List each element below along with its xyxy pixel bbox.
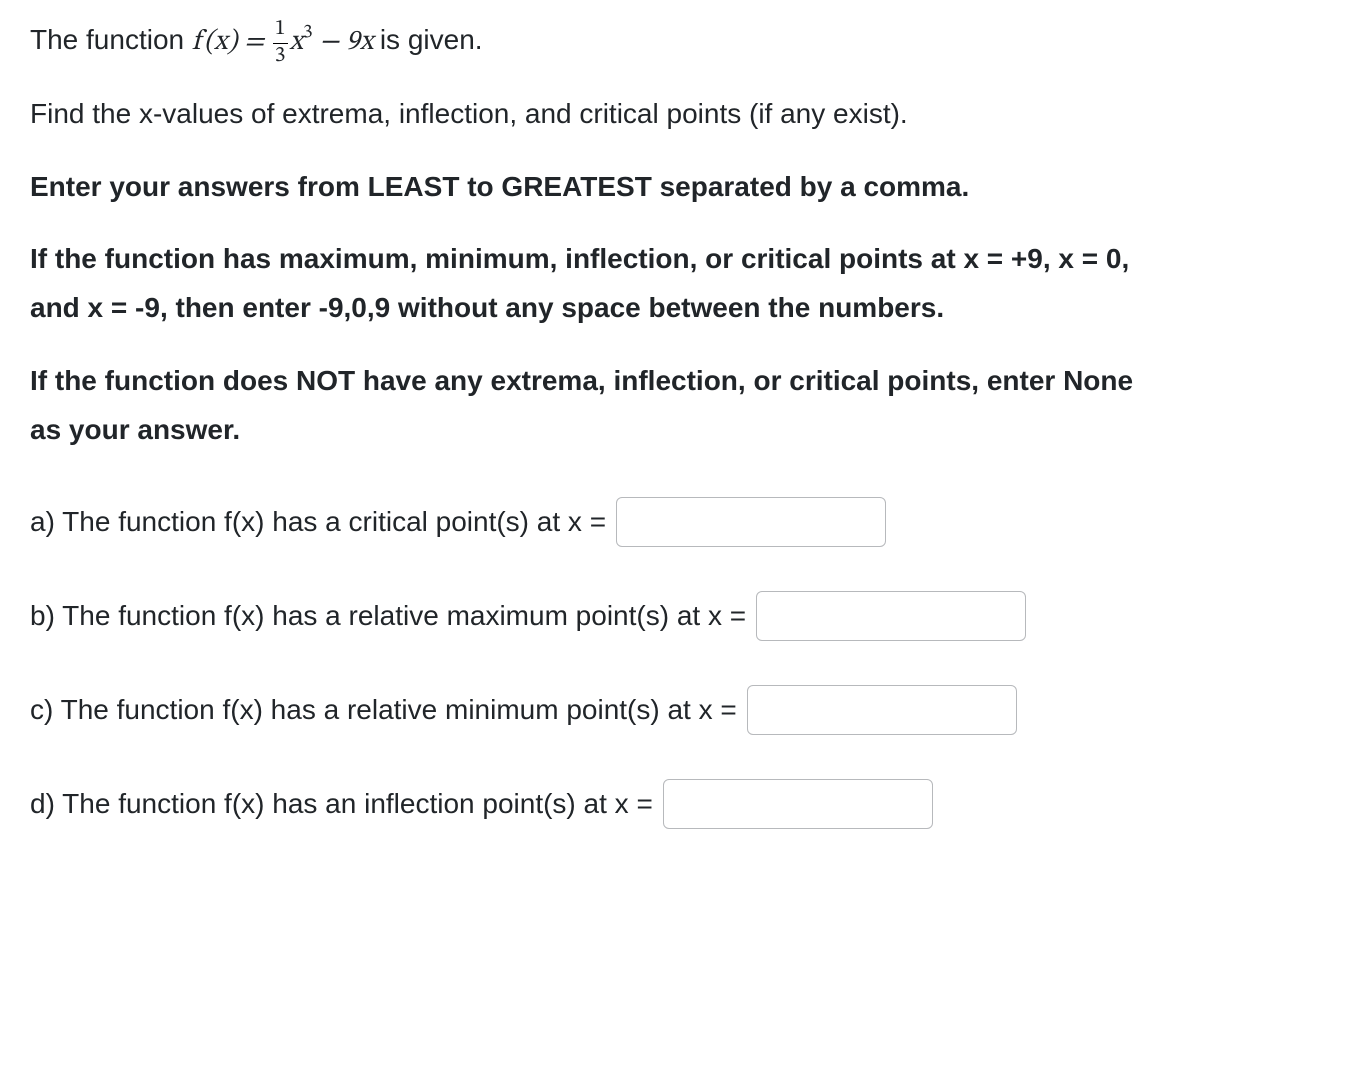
question-a-label: a) The function f(x) has a critical poin… bbox=[30, 506, 606, 538]
question-b-label: b) The function f(x) has a relative maxi… bbox=[30, 600, 746, 632]
question-c-row: c) The function f(x) has a relative mini… bbox=[30, 685, 1332, 735]
cubed-exponent: 3 bbox=[303, 22, 313, 42]
intro-line: The function f (x) = 1 3 x3 − 9x is give… bbox=[30, 18, 1332, 68]
question-a-input[interactable] bbox=[616, 497, 886, 547]
question-a-row: a) The function f(x) has a critical poin… bbox=[30, 497, 1332, 547]
fraction-denominator: 3 bbox=[273, 44, 288, 68]
instruction-none-line2: as your answer. bbox=[30, 408, 1332, 453]
intro-suffix: is given. bbox=[380, 24, 483, 55]
minus-9x: − 9x bbox=[313, 28, 374, 56]
question-d-input[interactable] bbox=[663, 779, 933, 829]
fraction-numerator: 1 bbox=[273, 19, 288, 44]
question-c-label: c) The function f(x) has a relative mini… bbox=[30, 694, 737, 726]
question-b-input[interactable] bbox=[756, 591, 1026, 641]
instruction-example-line2: and x = -9, then enter -9,0,9 without an… bbox=[30, 286, 1332, 331]
instruction-find: Find the x-values of extrema, inflection… bbox=[30, 92, 1332, 137]
math-lhs: f (x) = bbox=[192, 28, 271, 56]
fraction-one-third: 1 3 bbox=[273, 19, 288, 68]
instruction-example-line1: If the function has maximum, minimum, in… bbox=[30, 237, 1332, 282]
instruction-order: Enter your answers from LEAST to GREATES… bbox=[30, 165, 1332, 210]
instruction-none-line1: If the function does NOT have any extrem… bbox=[30, 359, 1332, 404]
question-page: The function f (x) = 1 3 x3 − 9x is give… bbox=[0, 0, 1362, 1084]
question-b-row: b) The function f(x) has a relative maxi… bbox=[30, 591, 1332, 641]
math-expression: f (x) = 1 3 x3 − 9x bbox=[192, 28, 380, 56]
x-cubed-base: x bbox=[290, 28, 303, 56]
question-c-input[interactable] bbox=[747, 685, 1017, 735]
intro-prefix: The function bbox=[30, 24, 192, 55]
question-d-row: d) The function f(x) has an inflection p… bbox=[30, 779, 1332, 829]
question-d-label: d) The function f(x) has an inflection p… bbox=[30, 788, 653, 820]
